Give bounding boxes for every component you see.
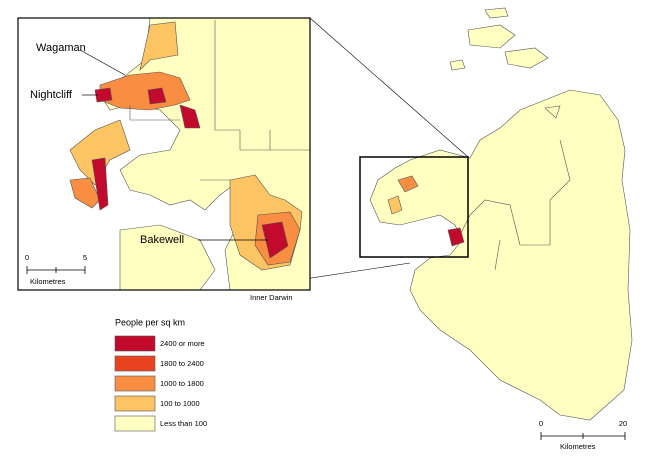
place-label: Nightcliff (30, 89, 73, 101)
inset-frame (17, 17, 311, 291)
main-map (359, 7, 633, 421)
place-label: Wagaman (36, 42, 86, 54)
legend-swatch (114, 355, 156, 372)
island (467, 24, 516, 49)
region (91, 157, 109, 211)
region (94, 87, 113, 103)
legend-label: 2400 or more (160, 339, 205, 348)
region (99, 71, 191, 111)
region (397, 175, 419, 193)
legend-label: 100 to 1000 (160, 399, 200, 408)
scale-unit: Kilometres (560, 442, 596, 451)
legend-swatch (114, 395, 156, 412)
legend-swatch (114, 335, 156, 352)
legend-title: People per sq km (115, 317, 185, 327)
region (447, 227, 465, 247)
region (369, 89, 633, 421)
boundary (129, 20, 310, 181)
connector (309, 17, 469, 158)
region (69, 177, 101, 209)
scale-label: 0 (25, 253, 29, 262)
legend-label: Less than 100 (160, 419, 207, 428)
main-scale: 0 20 Kilometres (539, 419, 627, 451)
scale-label: 5 (83, 253, 87, 262)
region (119, 224, 216, 290)
scale-label: 20 (619, 419, 627, 428)
island (504, 47, 549, 69)
region (139, 21, 179, 71)
inset-caption: Inner Darwin (250, 293, 293, 302)
island (484, 7, 509, 19)
legend-swatch (114, 375, 156, 392)
legend: People per sq km 2400 or more 1800 to 240… (114, 317, 207, 432)
place-label: Bakewell (140, 234, 184, 246)
inset-map: Wagaman Nightcliff Bakewell Inner Darwin… (17, 17, 311, 302)
region (261, 221, 289, 259)
region (147, 87, 167, 105)
scale-label: 0 (539, 419, 543, 428)
inset-extent (359, 156, 469, 258)
island (449, 59, 466, 71)
region (179, 104, 201, 129)
legend-label: 1000 to 1800 (160, 379, 204, 388)
scale-unit: Kilometres (30, 277, 66, 286)
legend-swatch (114, 415, 156, 432)
island (544, 105, 561, 119)
region (387, 195, 403, 215)
leader-line (79, 49, 126, 76)
legend-label: 1800 to 2400 (160, 359, 204, 368)
